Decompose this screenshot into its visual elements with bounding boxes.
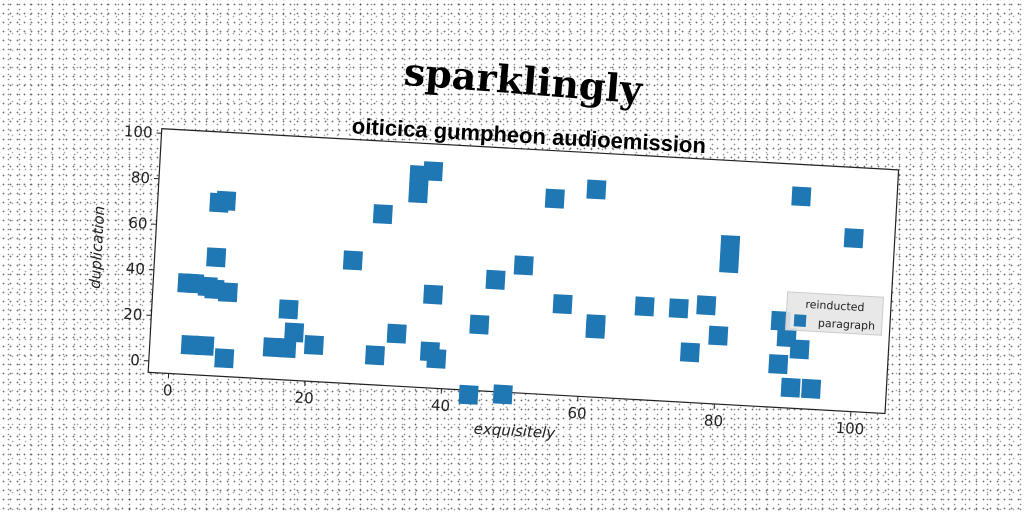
- x-axis-ticks: 0 20 40 60 80 100: [162, 373, 865, 438]
- x-tick-label: 0: [162, 381, 173, 400]
- x-axis-label: exquisitely: [473, 420, 556, 443]
- y-tick-label: 100: [123, 122, 153, 142]
- legend-label: paragraph: [818, 317, 876, 333]
- data-point: [284, 322, 305, 343]
- data-points: [177, 161, 864, 405]
- data-point: [801, 378, 822, 399]
- data-point: [586, 179, 607, 200]
- data-point: [408, 183, 429, 204]
- data-point: [364, 345, 385, 366]
- data-point: [513, 255, 534, 276]
- data-point: [492, 384, 513, 405]
- data-point: [585, 318, 606, 339]
- legend-marker: [793, 314, 807, 327]
- x-tick-label: 100: [835, 419, 865, 439]
- data-point: [372, 204, 393, 225]
- data-point: [303, 335, 324, 356]
- x-tick-label: 20: [294, 389, 314, 408]
- data-point: [342, 250, 363, 271]
- y-tick-label: 40: [125, 259, 145, 278]
- data-point: [780, 377, 801, 398]
- legend-title: reinducted: [805, 298, 865, 314]
- legend: reinducted paragraph: [784, 291, 885, 336]
- data-point: [768, 354, 789, 375]
- y-tick-label: 0: [130, 351, 141, 370]
- data-point: [278, 299, 299, 320]
- data-point: [214, 348, 235, 369]
- data-point: [216, 190, 237, 211]
- data-point: [426, 348, 447, 369]
- data-point: [469, 314, 490, 335]
- data-point: [668, 298, 689, 319]
- data-point: [386, 323, 407, 344]
- y-axis-ticks: 0 20 40 60 80 100: [123, 122, 162, 370]
- x-tick-label: 80: [703, 411, 723, 430]
- data-point: [696, 295, 717, 316]
- data-point: [423, 161, 444, 182]
- chart-title: sparklingly: [402, 49, 644, 113]
- x-tick-label: 60: [567, 404, 587, 423]
- data-point: [719, 253, 740, 274]
- data-point: [552, 294, 573, 315]
- data-point: [485, 269, 506, 290]
- data-point: [708, 325, 729, 346]
- data-point: [217, 282, 238, 303]
- data-point: [544, 188, 565, 209]
- data-point: [679, 342, 700, 363]
- data-point: [843, 228, 864, 249]
- data-point: [791, 186, 812, 207]
- data-point: [720, 234, 741, 255]
- y-tick-label: 80: [130, 168, 150, 187]
- data-point: [206, 247, 227, 268]
- data-point: [789, 339, 810, 360]
- y-axis-label: duplication: [86, 205, 109, 289]
- data-point: [276, 338, 297, 359]
- data-point: [458, 384, 479, 405]
- legend-box: [784, 291, 885, 336]
- x-tick-label: 40: [431, 396, 451, 415]
- y-tick-label: 60: [128, 214, 148, 233]
- data-point: [634, 296, 655, 317]
- data-point: [194, 335, 215, 356]
- y-tick-label: 20: [123, 305, 143, 324]
- data-point: [423, 284, 444, 305]
